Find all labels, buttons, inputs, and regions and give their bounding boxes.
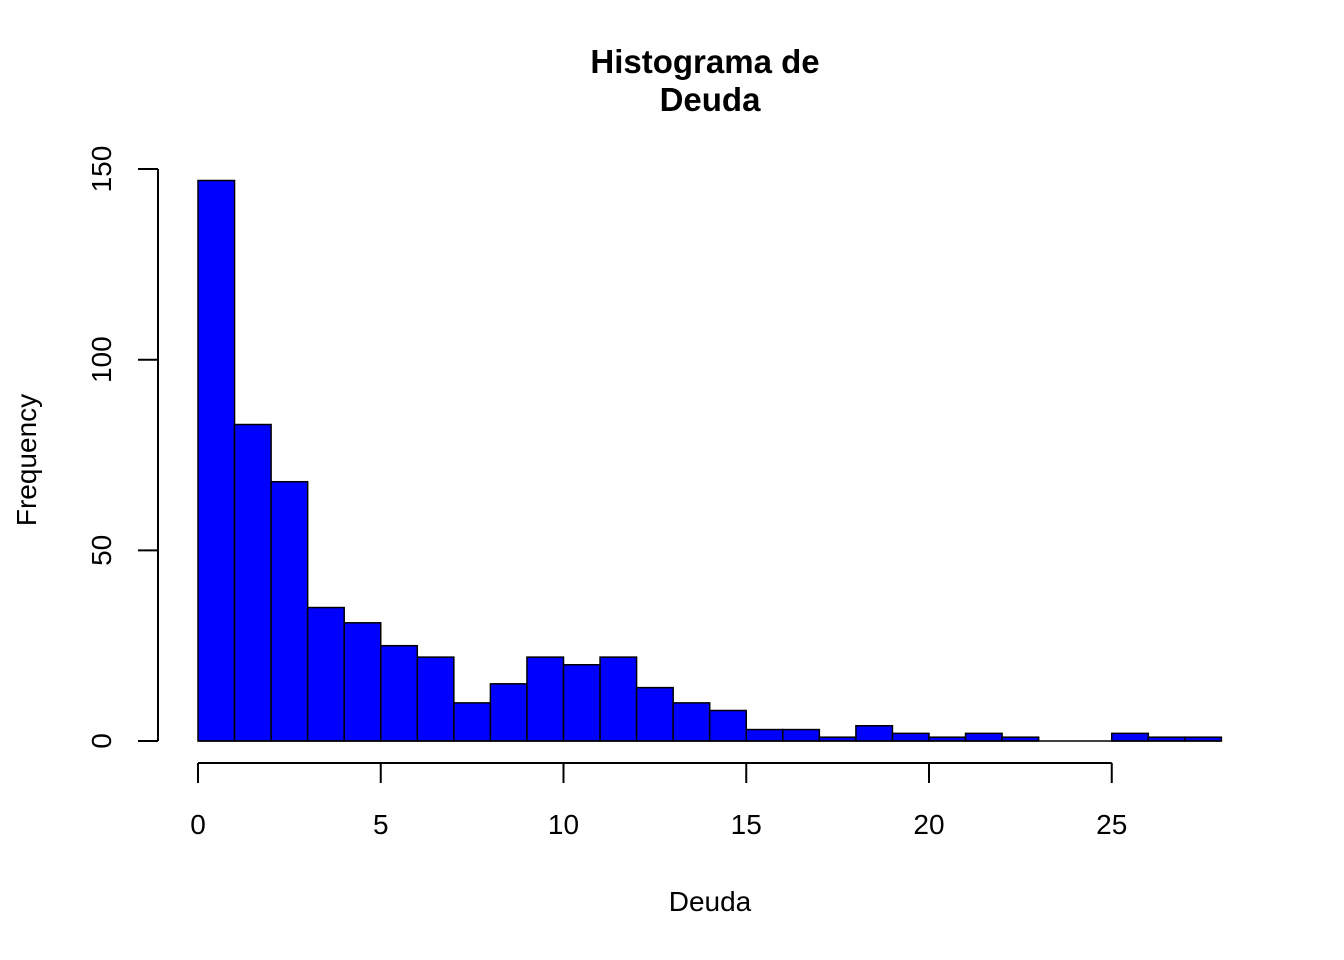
x-tick-label: 5 — [373, 809, 389, 840]
histogram-bar — [380, 644, 419, 742]
histogram-bar — [306, 606, 345, 742]
histogram-bar — [599, 656, 638, 742]
histogram-bar — [489, 683, 528, 742]
y-tick-label: 50 — [86, 535, 117, 566]
y-axis-label: Frequency — [11, 394, 42, 526]
histogram-bar — [745, 728, 784, 742]
histogram-bar — [343, 622, 382, 742]
histogram-bar — [270, 480, 309, 742]
histogram-bar — [416, 656, 455, 742]
x-tick-label: 10 — [548, 809, 579, 840]
histogram-bar — [233, 423, 272, 742]
chart-title-line-1: Histograma de — [590, 43, 819, 80]
x-tick-label: 25 — [1096, 809, 1127, 840]
histogram-bar — [891, 732, 930, 742]
x-tick-label: 15 — [731, 809, 762, 840]
histogram-bar — [964, 732, 1003, 742]
y-tick-label: 100 — [86, 336, 117, 383]
bars-group — [197, 179, 1223, 742]
histogram-bar — [782, 728, 821, 742]
histogram-bar — [635, 686, 674, 742]
histogram-bar — [708, 709, 748, 742]
histogram-bar — [453, 702, 492, 742]
histogram-bar — [562, 663, 601, 742]
y-axis: 0 50 100 150 — [86, 146, 159, 749]
x-axis: 0 5 10 15 20 25 — [190, 762, 1127, 840]
x-axis-label: Deuda — [669, 886, 752, 917]
histogram-bar — [855, 724, 894, 742]
histogram-bar — [526, 656, 565, 742]
chart-title-line-2: Deuda — [660, 81, 762, 118]
y-tick-label: 0 — [86, 733, 117, 749]
histogram-bar — [1111, 732, 1150, 742]
y-tick-label: 150 — [86, 146, 117, 193]
histogram-bar — [672, 702, 711, 742]
x-tick-label: 20 — [913, 809, 944, 840]
histogram-bar — [197, 179, 236, 742]
x-tick-label: 0 — [190, 809, 206, 840]
